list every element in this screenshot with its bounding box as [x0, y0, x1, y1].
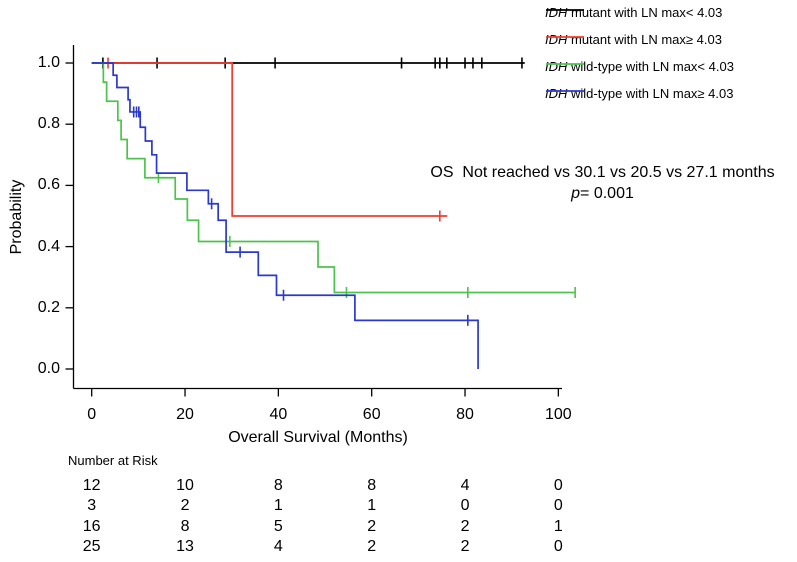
legend-item: IDH wild-type with LN max≥ 4.03 — [545, 84, 733, 102]
median-annotation: OS Not reached vs 30.1 vs 20.5 vs 27.1 m… — [400, 162, 797, 204]
y-tick-label: 0.0 — [37, 360, 60, 377]
risk-count: 0 — [553, 497, 563, 515]
legend-line-swatch — [546, 36, 584, 38]
risk-count: 13 — [176, 537, 194, 555]
x-tick-label: 40 — [269, 406, 288, 423]
risk-count: 8 — [273, 477, 283, 494]
risk-count: 10 — [176, 477, 194, 494]
risk-count: 12 — [82, 477, 101, 494]
legend-label-rest: mutant with LN max≥ 4.03 — [567, 31, 722, 47]
survival-step-line — [91, 62, 448, 217]
risk-count: 5 — [273, 517, 283, 535]
legend-item-label: IDH mutant with LN max≥ 4.03 — [545, 32, 722, 47]
legend-gene-name: IDH — [545, 58, 568, 74]
risk-count: 2 — [460, 537, 470, 555]
risk-count: 2 — [367, 537, 377, 555]
risk-count: 0 — [553, 477, 563, 494]
risk-count: 0 — [553, 537, 563, 555]
legend-item: IDH mutant with LN max≥ 4.03 — [545, 30, 722, 48]
risk-count: 4 — [460, 477, 470, 494]
legend-gene-name: IDH — [545, 31, 568, 47]
legend-line-swatch — [546, 63, 584, 65]
risk-count: 16 — [82, 517, 101, 535]
survival-step-line — [91, 62, 479, 369]
legend-item: IDH mutant with LN max< 4.03 — [545, 3, 722, 21]
legend-item-label: IDH wild-type with LN max< 4.03 — [545, 59, 734, 74]
legend-label-rest: mutant with LN max< 4.03 — [567, 4, 723, 20]
legend-item-label: IDH mutant with LN max< 4.03 — [545, 5, 722, 20]
legend-gene-name: IDH — [545, 85, 568, 101]
y-tick-label: 0.6 — [37, 176, 60, 194]
legend-gene-name: IDH — [545, 4, 568, 20]
x-tick-label: 0 — [87, 406, 97, 423]
risk-count: 1 — [367, 497, 377, 515]
risk-count: 0 — [460, 497, 470, 515]
risk-count: 4 — [273, 537, 283, 555]
median-os-text: OS Not reached vs 30.1 vs 20.5 vs 27.1 m… — [430, 164, 775, 181]
risk-table-title: Number at Risk — [68, 453, 158, 468]
risk-count: 2 — [367, 517, 377, 535]
y-tick-label: 1.0 — [37, 54, 60, 71]
risk-count: 8 — [367, 477, 377, 494]
legend-item-label: IDH wild-type with LN max≥ 4.03 — [545, 86, 733, 101]
legend-line-swatch — [546, 9, 584, 11]
risk-count: 3 — [87, 497, 97, 515]
x-axis-title: Overall Survival (Months) — [228, 429, 408, 446]
km-curve-3 — [91, 62, 479, 369]
p-value-text: p= 0.001 — [400, 183, 797, 204]
legend-item: IDH wild-type with LN max< 4.03 — [545, 57, 734, 75]
x-tick-label: 100 — [544, 406, 572, 423]
risk-count: 2 — [180, 497, 190, 515]
risk-count: 25 — [82, 537, 101, 555]
y-axis-title: Probability — [8, 179, 25, 255]
survival-step-line — [91, 62, 576, 294]
p-value: = 0.001 — [580, 185, 634, 202]
y-tick-label: 0.2 — [37, 298, 60, 316]
legend-label-rest: wild-type with LN max< 4.03 — [567, 58, 734, 74]
p-symbol: p — [571, 185, 581, 202]
km-curve-2 — [91, 62, 576, 298]
risk-count: 1 — [273, 497, 283, 515]
risk-count: 2 — [460, 517, 470, 535]
x-tick-label: 20 — [176, 406, 194, 423]
legend-label-rest: wild-type with LN max≥ 4.03 — [567, 85, 734, 101]
y-tick-label: 0.4 — [37, 237, 60, 255]
x-tick-label: 80 — [456, 406, 474, 423]
axes — [65, 45, 562, 397]
risk-count: 1 — [553, 517, 563, 535]
legend-line-swatch — [546, 90, 584, 92]
risk-count: 8 — [180, 517, 190, 535]
y-tick-label: 0.8 — [37, 115, 60, 133]
x-tick-label: 60 — [362, 406, 381, 423]
